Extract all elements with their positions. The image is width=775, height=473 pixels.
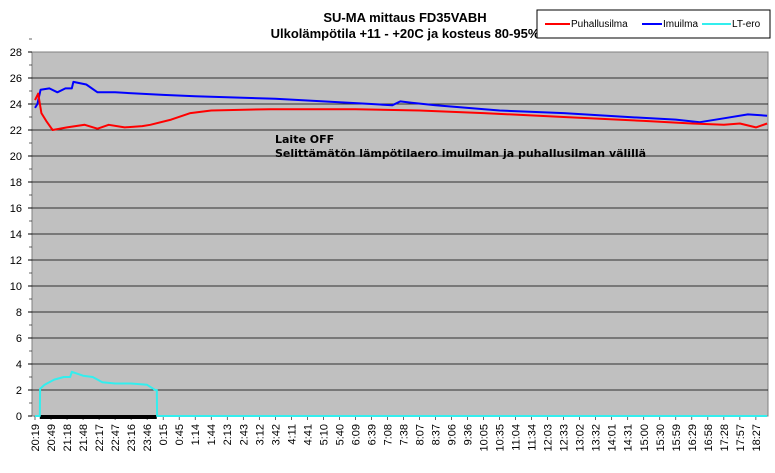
series-line-lt-ero (35, 370, 768, 417)
x-tick-label: 9:06 (447, 424, 459, 445)
x-tick-label: 16:58 (703, 424, 715, 452)
x-tick-label: 5:40 (334, 424, 346, 445)
x-tick-label: 7:38 (398, 424, 410, 445)
x-tick-label: 14:01 (607, 424, 619, 452)
x-tick-label: 3:42 (270, 424, 282, 445)
x-tick-label: 15:59 (671, 424, 683, 452)
x-tick-label: 8:37 (431, 424, 443, 445)
x-tick-label: 4:41 (302, 424, 314, 445)
annotation-explanation: Selittämätön lämpötilaero imuilman ja pu… (275, 147, 646, 160)
x-tick-label: 2:43 (238, 424, 250, 445)
x-tick-label: 21:48 (78, 424, 90, 452)
x-tick-label: 0:15 (158, 424, 170, 445)
legend-label-imuilma: Imuilma (663, 19, 698, 30)
x-tick-label: 8:07 (414, 424, 426, 445)
x-tick-label: 0:45 (174, 424, 186, 445)
x-tick-label: 11:04 (511, 424, 523, 451)
x-tick-label: 5:10 (318, 424, 330, 445)
x-tick-label: 22:17 (94, 424, 106, 452)
x-tick-label: 21:18 (62, 424, 74, 452)
series-line-imuilma (34, 80, 768, 124)
y-tick-label: 20 (10, 151, 22, 163)
x-tick-label: 6:09 (350, 424, 362, 445)
x-tick-label: 13:02 (575, 424, 587, 452)
x-tick-label: 15:30 (655, 424, 667, 452)
x-tick-label: 9:36 (463, 424, 475, 445)
x-tick-label: 1:14 (190, 424, 202, 445)
y-tick-label: 10 (10, 281, 22, 293)
annotation-laite-off: Laite OFF (275, 133, 334, 146)
x-tick-label: 22:47 (110, 424, 122, 452)
y-tick-label: 0 (16, 411, 22, 423)
x-tick-label: 10:05 (479, 424, 491, 452)
legend: Puhallusilma Imuilma LT-ero (536, 9, 771, 39)
x-tick-label: 15:00 (639, 424, 651, 452)
x-tick-label: 20:49 (46, 424, 58, 452)
x-tick-label: 13:32 (591, 424, 603, 452)
x-tick-label: 23:16 (126, 424, 138, 452)
x-tick-label: 23:46 (142, 424, 154, 452)
y-tick-label: 12 (10, 255, 22, 267)
y-tick-label: 24 (10, 99, 22, 111)
y-tick-label: 8 (16, 307, 22, 319)
y-tick-label: 28 (10, 47, 22, 59)
x-tick-label: 3:12 (254, 424, 266, 445)
x-tick-label: 1:44 (206, 424, 218, 445)
legend-label-puhallusilma: Puhallusilma (571, 19, 628, 30)
x-tick-label: 20:19 (30, 424, 42, 452)
legend-label-lt-ero: LT-ero (732, 19, 761, 30)
x-tick-label: 7:08 (382, 424, 394, 445)
x-tick-label: 10:35 (495, 424, 507, 452)
x-tick-label: 17:57 (735, 424, 747, 452)
chart-title-line-1: SU-MA mittaus FD35VABH (323, 10, 486, 25)
x-tick-label: 17:28 (719, 424, 731, 452)
series-line-puhallusilma (34, 92, 768, 131)
y-tick-label: 14 (10, 229, 22, 241)
x-tick-label: 16:29 (687, 424, 699, 452)
y-tick-label: 22 (10, 125, 22, 137)
x-tick-label: 2:13 (222, 424, 234, 445)
x-tick-label: 6:39 (366, 424, 378, 445)
x-tick-label: 11:34 (527, 424, 539, 451)
x-tick-label: 12:33 (559, 424, 571, 452)
y-tick-label: 4 (16, 359, 22, 371)
y-tick-label: 16 (10, 203, 22, 215)
chart-title-line-2: Ulkolämpötila +11 - +20C ja kosteus 80-9… (271, 26, 540, 41)
y-tick-label: 6 (16, 333, 22, 345)
y-tick-label: 2 (16, 385, 22, 397)
x-tick-label: 12:03 (543, 424, 555, 452)
y-tick-label: 26 (10, 73, 22, 85)
y-tick-label: 18 (10, 177, 22, 189)
x-tick-label: 18:27 (751, 424, 763, 452)
x-tick-label: 4:11 (286, 424, 298, 445)
x-tick-label: 14:31 (623, 424, 635, 452)
